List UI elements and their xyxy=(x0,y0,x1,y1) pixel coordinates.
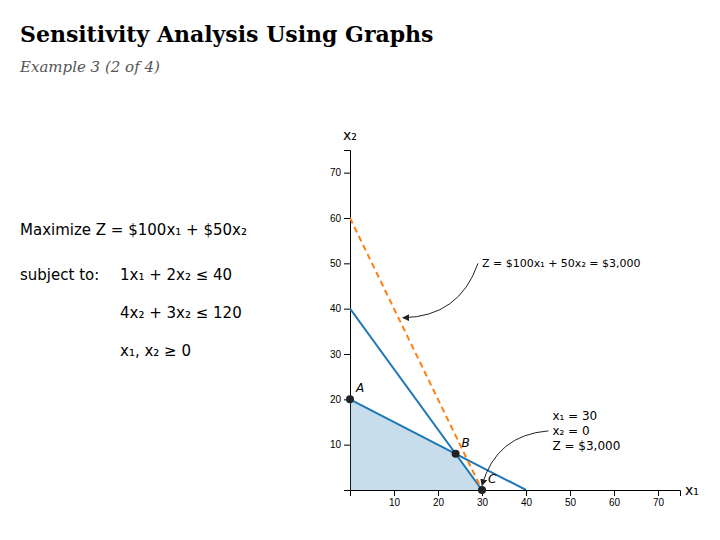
y-tick-label: 60 xyxy=(330,213,342,224)
x-tick-label: 30 xyxy=(477,497,489,508)
point-label: A xyxy=(355,381,364,395)
isoprofit-line xyxy=(350,218,482,490)
point xyxy=(346,395,354,403)
point xyxy=(452,450,460,458)
x-tick-label: 70 xyxy=(653,497,665,508)
point-label: C xyxy=(488,472,497,486)
constraint: 1x₁ + 2x₂ ≤ 40 xyxy=(120,266,232,284)
plot: 1020304050607010203040506070x₁x₂ABCZ = $… xyxy=(330,127,699,508)
annotation-arrow xyxy=(403,263,478,317)
y-tick-label: 10 xyxy=(330,439,342,450)
x-tick-label: 40 xyxy=(521,497,533,508)
y-tick-label: 40 xyxy=(330,303,342,314)
y-tick-label: 50 xyxy=(330,258,342,269)
x-tick-mark xyxy=(438,490,439,496)
x-tick-mark xyxy=(658,490,659,496)
annotation-line: Z = $3,000 xyxy=(552,439,620,453)
chart: Sensitivity Analysis Using Graphs Example… xyxy=(0,0,720,540)
annotation: x₁ = 30x₂ = 0Z = $3,000 xyxy=(552,409,620,453)
x-tick-label: 10 xyxy=(389,497,401,508)
y-tick-label: 70 xyxy=(330,167,342,178)
x-tick-mark xyxy=(526,490,527,496)
y-tick: 70 xyxy=(330,167,350,178)
y-axis: 10 20 30 40 50 60 70 xyxy=(330,151,351,491)
y-axis-label: x₂ xyxy=(343,127,357,143)
y-tick: 40 xyxy=(330,303,350,314)
x-tick: 20 xyxy=(433,490,445,508)
annotation-line: x₁ = 30 xyxy=(552,409,597,423)
x-tick: 50 xyxy=(565,490,577,508)
title: Sensitivity Analysis Using Graphs xyxy=(20,21,434,47)
x-tick-label: 20 xyxy=(433,497,445,508)
annotation-arrow xyxy=(482,431,548,486)
point-label: B xyxy=(462,436,470,450)
y-tick-label: 30 xyxy=(330,349,342,360)
point-marks xyxy=(346,395,486,494)
y-tick-mark xyxy=(344,354,350,355)
x-axis-label: x₁ xyxy=(685,482,699,498)
formulation: Maximize Z = $100x₁ + $50x₂ subject to: 1x… xyxy=(20,221,247,360)
point-labels: A B C xyxy=(355,381,497,486)
x-tick: 60 xyxy=(609,490,621,508)
annotation: Z = $100x₁ + 50x₂ = $3,000 xyxy=(482,257,641,270)
constraint: x₁, x₂ ≥ 0 xyxy=(120,342,191,360)
y-tick-mark xyxy=(344,218,350,219)
y-tick-mark xyxy=(344,445,350,446)
x-tick-label: 50 xyxy=(565,497,577,508)
y-tick: 10 xyxy=(330,439,350,450)
y-axis-line xyxy=(344,151,351,491)
subtitle: Example 3 (2 of 4) xyxy=(19,58,160,76)
constraint: 4x₂ + 3x₂ ≤ 120 xyxy=(120,304,242,322)
y-tick-label: 20 xyxy=(330,394,342,405)
x-axis: 10 20 30 40 50 60 70 xyxy=(351,490,681,508)
constraint-line xyxy=(350,309,482,490)
objective: Maximize Z = $100x₁ + $50x₂ xyxy=(20,221,247,239)
x-tick-mark xyxy=(614,490,615,496)
constraint-line xyxy=(350,399,526,490)
y-tick-mark xyxy=(344,173,350,174)
y-tick: 50 xyxy=(330,258,350,269)
x-tick-label: 60 xyxy=(609,497,621,508)
annotation-line: x₂ = 0 xyxy=(552,424,589,438)
y-tick-mark xyxy=(344,309,350,310)
x-tick: 10 xyxy=(389,490,401,508)
point xyxy=(478,486,486,494)
y-tick: 60 xyxy=(330,213,350,224)
y-tick-mark xyxy=(344,263,350,264)
x-tick: 70 xyxy=(653,490,665,508)
x-tick-mark xyxy=(570,490,571,496)
constraints-label: subject to: xyxy=(20,266,99,284)
x-tick: 40 xyxy=(521,490,533,508)
feasible-region xyxy=(350,399,482,490)
annotations: Z = $100x₁ + 50x₂ = $3,000 x₁ = 30x₂ = 0Z… xyxy=(403,257,641,485)
x-axis-line xyxy=(351,491,681,497)
x-tick-mark xyxy=(394,490,395,496)
y-tick: 30 xyxy=(330,349,350,360)
